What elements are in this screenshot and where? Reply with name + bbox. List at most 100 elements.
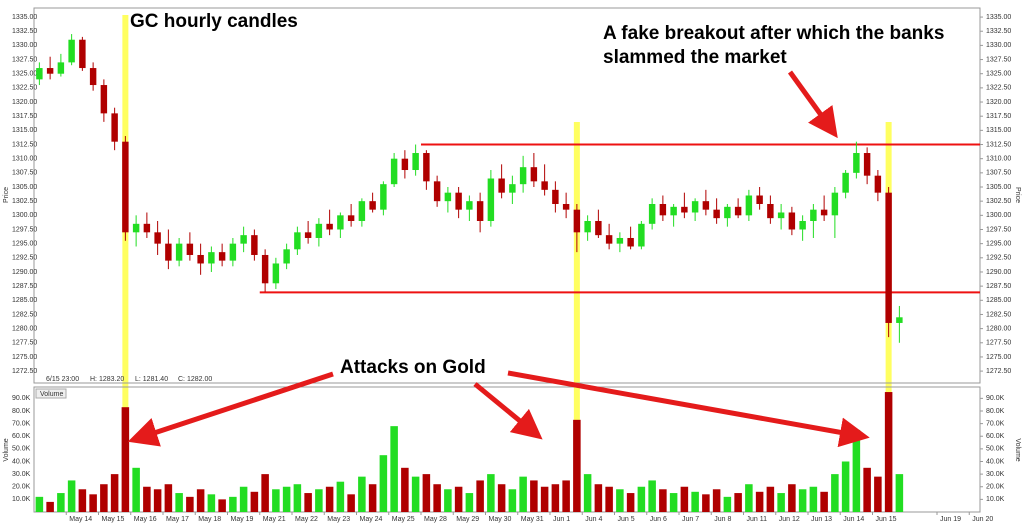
candle-body (143, 223, 151, 233)
y-tick-label: 1305.00 (12, 184, 37, 191)
volume-tick-label-right: 70.0K (986, 420, 1005, 427)
y-tick-label-right: 1312.50 (986, 141, 1011, 148)
candle-body (197, 254, 204, 264)
volume-tick-label-right: 40.0K (986, 458, 1005, 465)
highlight (122, 15, 129, 512)
volume-bar (250, 491, 259, 512)
x-tick-label: Jun 4 (585, 516, 602, 523)
candle-body (89, 68, 97, 86)
volume-tick-label: 90.0K (12, 395, 31, 402)
candle-body (122, 141, 129, 233)
y-tick-label-right: 1322.50 (986, 85, 1011, 92)
volume-bar (648, 480, 656, 512)
candle-body (648, 203, 656, 224)
candle-body (638, 223, 645, 247)
candle-body (476, 201, 484, 221)
volume-bar (583, 474, 592, 512)
annotation: A fake breakout after which the banks (603, 23, 944, 44)
annotation: slammed the market (603, 47, 787, 68)
y-tick-label: 1295.00 (12, 240, 37, 247)
y-tick-label-right: 1287.50 (986, 283, 1011, 290)
y-tick-label: 1320.00 (12, 99, 37, 106)
x-tick-label: May 25 (392, 516, 415, 523)
candle-body (240, 235, 247, 244)
volume-bar (261, 474, 269, 512)
y-tick-label-right: 1300.00 (986, 212, 1011, 219)
x-tick-label: May 28 (424, 516, 447, 523)
y-tick-label: 1330.00 (12, 42, 37, 49)
volume-tick-label-right: 60.0K (986, 433, 1005, 440)
candle-body (111, 113, 118, 142)
candle-body (433, 181, 441, 202)
candle-body (863, 153, 871, 176)
volume-bar (519, 476, 527, 512)
volume-bar (347, 494, 355, 512)
candle-body (691, 201, 699, 213)
candle-body (208, 252, 215, 264)
y-tick-label: 1280.00 (12, 325, 37, 332)
volume-bar (100, 484, 108, 512)
y-tick-label: 1335.00 (12, 14, 37, 21)
y-tick-label-right: 1272.50 (986, 368, 1011, 375)
candle-body (820, 209, 828, 216)
volume-bar (551, 484, 560, 512)
candle-body (498, 178, 505, 193)
candle-body (541, 181, 548, 190)
x-tick-label: May 29 (456, 516, 479, 523)
volume-bar (497, 484, 506, 512)
x-tick-label: May 24 (360, 516, 383, 523)
y-tick-label-right: 1280.00 (986, 325, 1011, 332)
volume-bar (304, 493, 312, 512)
y-tick-label: 1285.00 (12, 297, 37, 304)
candle-body (100, 85, 108, 114)
annotation: GC hourly candles (130, 11, 298, 32)
x-tick-label: Jun 13 (811, 516, 832, 523)
volume-bar (67, 480, 76, 512)
candle-body (874, 175, 882, 193)
y-tick-label-right: 1332.50 (986, 28, 1011, 35)
volume-bar (444, 489, 452, 512)
volume-tick-label: 80.0K (12, 408, 31, 415)
y-axis-title: Price (3, 187, 10, 203)
arrow (473, 382, 543, 440)
volume-bar (454, 486, 463, 512)
volume-bar (626, 493, 635, 512)
candle-body (896, 317, 903, 323)
y-tick-label-right: 1282.50 (986, 311, 1011, 318)
arrow (787, 70, 838, 139)
y-tick-label-right: 1285.00 (986, 297, 1011, 304)
candle-body (616, 237, 624, 244)
candle-body (530, 167, 538, 182)
candle-body (724, 206, 731, 219)
candle-body (68, 39, 75, 63)
candle-body (777, 212, 785, 219)
volume-bar (669, 493, 678, 512)
x-tick-label: May 30 (489, 516, 512, 523)
volume-bar (831, 474, 839, 512)
y-tick-label: 1325.00 (12, 71, 37, 78)
y-tick-label-right: 1277.50 (986, 340, 1011, 347)
volume-bar (239, 486, 248, 512)
volume-bar (35, 496, 44, 512)
volume-bar (153, 489, 162, 512)
volume-bar (745, 484, 753, 512)
candle-body (326, 223, 333, 230)
volume-bar (874, 476, 882, 512)
volume-bar (573, 419, 581, 512)
candle-body (745, 195, 753, 216)
y-tick-label: 1312.50 (12, 141, 37, 148)
y-tick-label-right: 1315.00 (986, 127, 1011, 134)
y-tick-label: 1282.50 (12, 311, 37, 318)
candle-body (595, 220, 602, 236)
x-tick-label: Jun 5 (618, 516, 635, 523)
candle-body (509, 184, 516, 193)
volume-bar (379, 455, 388, 512)
volume-bar (143, 486, 151, 512)
candle-body (552, 189, 559, 204)
candle-body (272, 263, 280, 284)
volume-bar (358, 476, 366, 512)
volume-bar (691, 491, 699, 512)
volume-tick-label: 70.0K (12, 420, 31, 427)
y-tick-label-right: 1305.00 (986, 184, 1011, 191)
volume-tick-label: 10.0K (12, 496, 31, 503)
